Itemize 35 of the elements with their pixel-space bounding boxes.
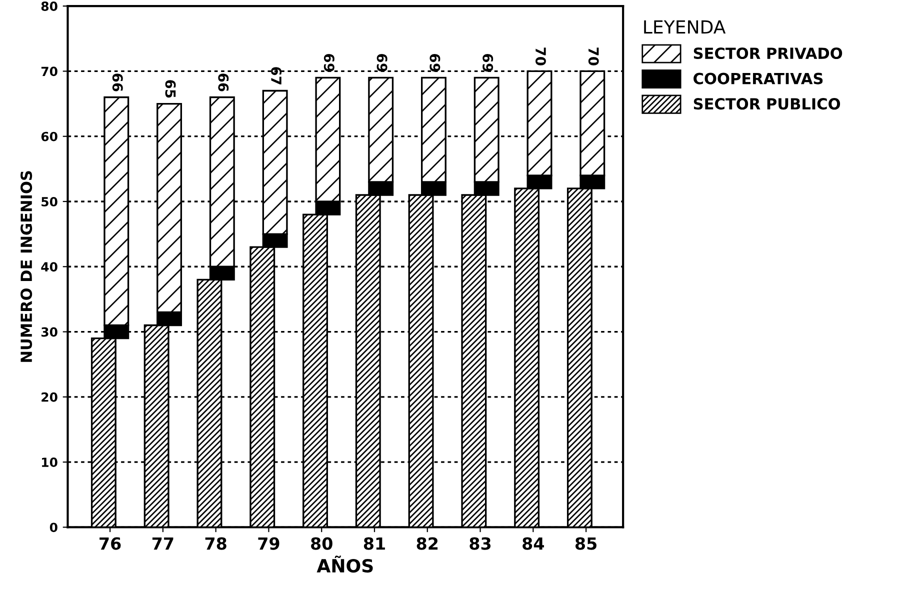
total-label: 67 <box>271 67 282 84</box>
x-tick-label: 82 <box>416 537 438 550</box>
legend-label: COOPERATIVAS <box>694 72 823 84</box>
x-tick-label: 81 <box>364 537 385 550</box>
y-tick-label: 70 <box>41 66 58 76</box>
y-tick-label: 30 <box>41 327 58 337</box>
x-tick-label: 76 <box>100 537 121 550</box>
y-tick-label: 20 <box>42 392 58 402</box>
x-tick-label: 83 <box>470 537 491 550</box>
x-tick-label: 77 <box>152 537 174 550</box>
total-label: 70 <box>588 48 599 66</box>
x-tick-label: 84 <box>522 537 544 550</box>
total-label: 70 <box>535 48 546 66</box>
x-tick-label: 85 <box>575 537 596 550</box>
y-tick-label: 10 <box>42 458 58 467</box>
y-tick-label: 60 <box>41 132 58 142</box>
total-label: 69 <box>376 54 388 72</box>
y-tick-label: 0 <box>50 522 58 532</box>
total-label: 69 <box>324 54 334 72</box>
x-tick-label: 79 <box>258 537 280 550</box>
x-tick-label: 78 <box>205 537 226 550</box>
x-axis-title: AÑOS <box>316 556 373 573</box>
x-tick-label: 80 <box>311 537 332 550</box>
total-label: 69 <box>482 54 494 72</box>
y-axis-title: NUMERO DE INGENIOS <box>20 171 32 362</box>
legend-label: SECTOR PRIVADO <box>694 47 842 60</box>
y-tick-label: 40 <box>41 262 58 272</box>
total-label: 65 <box>165 80 176 98</box>
total-label: 69 <box>430 54 440 72</box>
legend-label: SECTOR PUBLICO <box>694 98 840 110</box>
total-label: 66 <box>218 74 229 92</box>
legend-title: LEYENDA <box>644 20 726 34</box>
total-label: 66 <box>112 74 123 92</box>
y-tick-label: 50 <box>42 196 58 206</box>
y-tick-label: 80 <box>41 2 58 11</box>
